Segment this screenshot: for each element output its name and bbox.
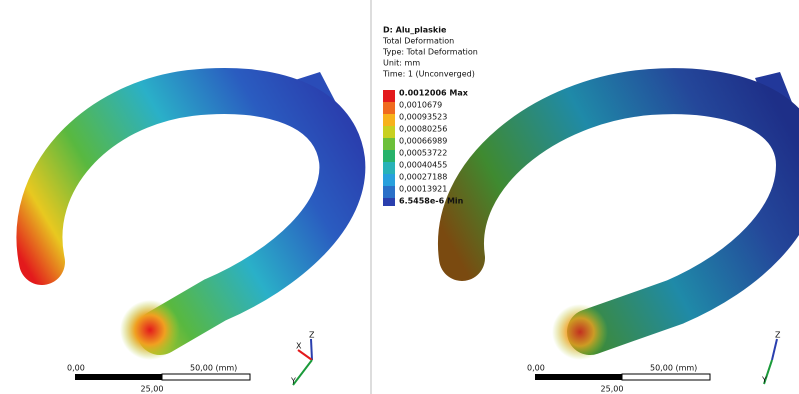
legend-line: Time: 1 (Unconverged) — [382, 70, 475, 79]
triad-axis — [311, 339, 312, 360]
scale-end: 50,00 (mm) — [190, 364, 237, 373]
scale-mid: 25,00 — [601, 385, 624, 394]
legend-label: 0.0012006 Max — [399, 89, 469, 98]
legend-label: 0,00066989 — [399, 137, 447, 146]
horseshoe-model — [461, 91, 799, 332]
triad-axis — [298, 350, 312, 360]
legend-label: 0,00027188 — [399, 173, 447, 182]
triad-label: Y — [761, 376, 767, 385]
scale-bar-white — [162, 374, 250, 380]
legend-label: 0,00040455 — [399, 161, 447, 170]
horseshoe-model — [39, 91, 342, 332]
result-view: D: Alu_plaskie Total Deformation Type: To… — [0, 0, 799, 394]
legend-title: D: Alu_plaskie — [383, 26, 447, 35]
scale-start: 0,00 — [67, 364, 85, 373]
legend-line: Unit: mm — [383, 59, 420, 68]
scale-start: 0,00 — [527, 364, 545, 373]
screenshot: D: Alu_plaskie Total Deformation Type: To… — [0, 0, 799, 394]
triad-label: Z — [309, 331, 315, 340]
legend-swatches — [383, 90, 395, 206]
scale-bar-black — [535, 374, 622, 380]
hot-spot — [552, 304, 608, 360]
legend-label: 0,00013921 — [399, 185, 447, 194]
legend-label: 0,00080256 — [399, 125, 447, 134]
scale-bar-white — [622, 374, 710, 380]
legend-label: 0,00093523 — [399, 113, 447, 122]
legend-line: Type: Total Deformation — [382, 48, 478, 57]
triad-axis — [772, 339, 777, 360]
hot-spot — [120, 300, 180, 360]
legend-label: 6.5458e-6 Min — [399, 197, 464, 206]
legend-label: 0,00053722 — [399, 149, 447, 158]
scale-bar-black — [75, 374, 162, 380]
scale-end: 50,00 (mm) — [650, 364, 697, 373]
triad-label: Z — [775, 331, 781, 340]
triad-label: X — [296, 342, 302, 351]
legend-label: 0,0010679 — [399, 101, 442, 110]
triad-label: Y — [290, 377, 296, 386]
scale-mid: 25,00 — [141, 385, 164, 394]
legend-line: Total Deformation — [382, 37, 454, 46]
